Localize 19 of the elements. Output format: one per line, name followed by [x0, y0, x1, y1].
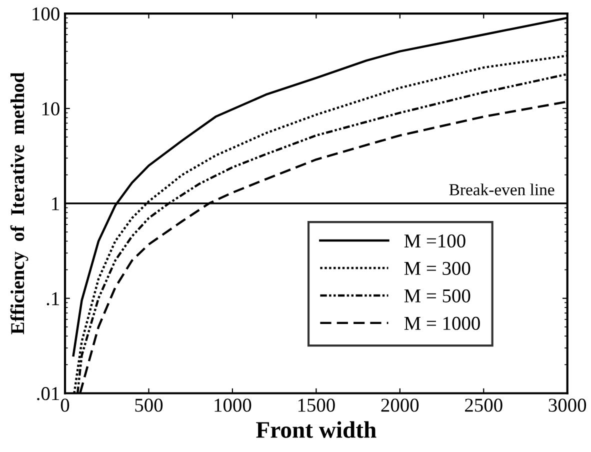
- x-tick-label: 1500: [298, 398, 335, 412]
- x-tick-label: 0: [60, 398, 70, 412]
- y-tick-label: .1: [46, 292, 59, 306]
- x-tick-label: 3000: [548, 398, 586, 412]
- y-tick-label: 10: [42, 102, 60, 116]
- x-axis-title: Front width: [256, 421, 376, 438]
- y-tick-label: 1: [52, 197, 59, 210]
- legend-label: M = 300: [404, 262, 470, 275]
- y-tick-label: .01: [37, 387, 59, 400]
- y-axis-title: Efficiency of Iterative method: [10, 72, 28, 334]
- legend-label: M = 1000: [404, 316, 480, 330]
- ref-line-label: Break-even line: [449, 184, 554, 196]
- x-tick-label: 1000: [214, 398, 252, 412]
- legend-label: M = 500: [404, 289, 470, 302]
- x-tick-label: 2500: [465, 398, 502, 412]
- x-tick-label: 500: [135, 398, 163, 412]
- legend-label: M =100: [404, 234, 466, 248]
- y-tick-label: 100: [32, 7, 60, 20]
- x-tick-label: 2000: [381, 398, 419, 412]
